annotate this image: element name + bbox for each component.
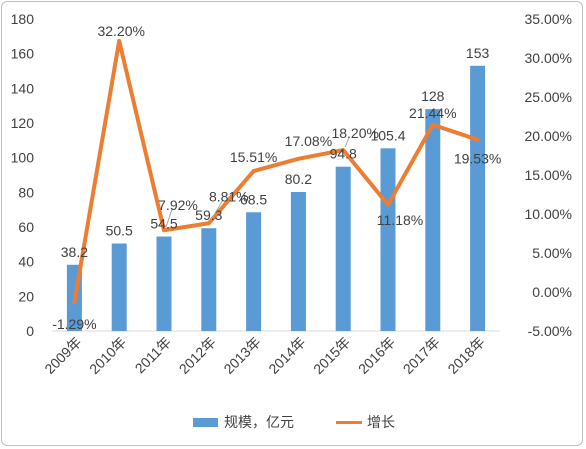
left-tick-label: 100 [11, 150, 35, 166]
line-value-label: 15.51% [230, 149, 277, 165]
label-leader-line [210, 200, 224, 221]
right-tick-label: 25.00% [525, 89, 572, 105]
bar-value-label: 38.2 [61, 244, 88, 260]
left-tick-label: 40 [18, 254, 34, 270]
right-tick-label: 15.00% [525, 167, 572, 183]
right-tick-label: 10.00% [525, 206, 572, 222]
right-tick-label: 0.00% [532, 284, 572, 300]
bar-value-label: 105.4 [370, 127, 405, 143]
category-label: 2012年 [176, 334, 219, 377]
line-value-label: 32.20% [97, 23, 144, 39]
bar [201, 228, 217, 331]
line-value-label: -1.29% [52, 316, 96, 332]
category-label: 2011年 [132, 334, 175, 377]
legend: 规模，亿元 增长 [193, 415, 395, 431]
legend-label-line: 增长 [367, 415, 395, 431]
left-tick-label: 20 [18, 288, 34, 304]
bar-value-label: 128 [421, 88, 445, 104]
category-label: 2017年 [400, 334, 443, 377]
right-tick-label: -5.00% [528, 323, 572, 339]
left-tick-label: 80 [18, 184, 34, 200]
category-label: 2015年 [310, 334, 353, 377]
bar-value-label: 59.3 [195, 207, 222, 223]
category-label: 2014年 [265, 334, 308, 377]
bar [290, 191, 306, 331]
bar-data-labels: 38.2 50.5 54.5 59.3 68.5 80.2 94.8 105.4 128 153 [61, 45, 490, 260]
growth-line [72, 38, 480, 305]
bar-value-label: 94.8 [330, 146, 357, 162]
category-label: 2016年 [355, 334, 398, 377]
bar [335, 166, 351, 331]
line-data-labels: -1.29% 32.20% 7.92% 8.81% 15.51% 17.08% 18.20%… [52, 23, 501, 332]
bar [111, 243, 127, 331]
bar [246, 212, 262, 331]
line-value-label: 7.92% [158, 197, 198, 213]
bar [425, 109, 441, 331]
bar [470, 65, 486, 332]
category-label: 2018年 [444, 334, 487, 377]
bar-value-label: 153 [466, 45, 490, 61]
bar-value-label: 54.5 [150, 216, 177, 232]
left-tick-label: 0 [26, 323, 34, 339]
label-leader-line [344, 136, 350, 148]
legend-label-bar: 规模，亿元 [224, 415, 294, 431]
left-tick-label: 60 [18, 219, 34, 235]
left-tick-label: 140 [11, 80, 35, 96]
bar-value-label: 50.5 [106, 222, 133, 238]
line-value-label: 17.08% [285, 133, 332, 149]
right-tick-label: 5.00% [532, 245, 572, 261]
left-tick-label: 160 [11, 46, 35, 62]
right-tick-label: 20.00% [525, 128, 572, 144]
bar [156, 236, 172, 331]
line-value-label: 19.53% [454, 151, 501, 167]
bar-series [66, 65, 486, 332]
right-tick-label: 30.00% [525, 50, 572, 66]
line-value-label: 11.18% [377, 212, 423, 228]
bar-value-label: 68.5 [240, 191, 267, 207]
bar [380, 148, 396, 331]
right-tick-label: 35.00% [525, 11, 572, 27]
right-axis-ticks: -5.00% 0.00% 5.00% 10.00% 15.00% 20.00% 25.00%… [525, 11, 572, 339]
bar-value-label: 80.2 [285, 171, 312, 187]
line-value-label: 8.81% [209, 188, 249, 204]
category-label: 2013年 [220, 334, 263, 377]
label-leader-line [165, 209, 173, 228]
left-tick-label: 180 [11, 11, 35, 27]
legend-swatch-bar [193, 418, 218, 427]
category-label: 2010年 [86, 334, 129, 377]
left-axis-ticks: 0 20 40 60 80 100 120 140 160 180 [11, 11, 35, 339]
category-label: 2009年 [41, 334, 84, 377]
line-value-label: 18.20% [331, 125, 378, 141]
x-axis-category-labels: 2009年 2010年 2011年 2012年 2013年 2014年 2015年 2016年… [41, 334, 487, 377]
left-tick-label: 120 [11, 115, 35, 131]
line-series [72, 38, 480, 305]
line-value-label: 21.44% [409, 105, 456, 121]
